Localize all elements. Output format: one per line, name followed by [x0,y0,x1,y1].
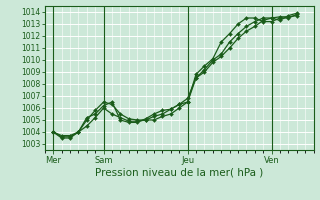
X-axis label: Pression niveau de la mer( hPa ): Pression niveau de la mer( hPa ) [95,167,263,177]
